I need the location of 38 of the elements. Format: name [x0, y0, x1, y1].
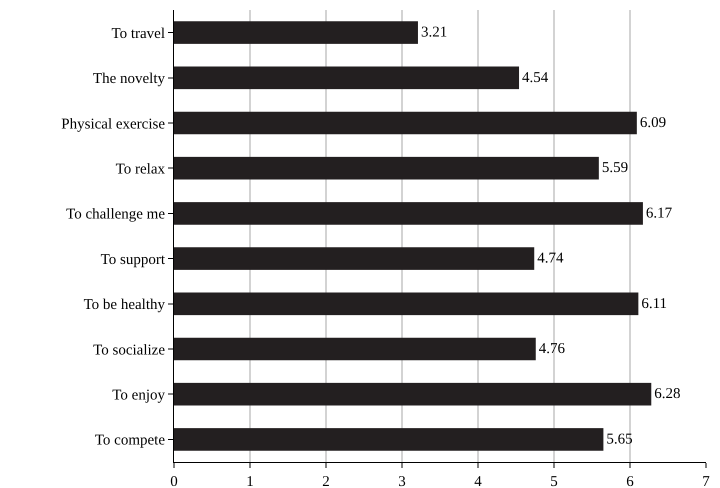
y-tick-label: To support	[100, 252, 166, 268]
data-label: 6.09	[640, 115, 666, 131]
y-tick-label: To socialize	[93, 342, 166, 358]
x-tick-label: 4	[474, 474, 482, 488]
bar	[174, 338, 536, 360]
y-tick-label: To compete	[94, 432, 166, 449]
y-tick-label: The novelty	[92, 71, 166, 88]
x-tick-label: 2	[322, 474, 330, 488]
data-label: 3.21	[420, 24, 448, 41]
y-tick-label: To travel	[111, 26, 165, 42]
x-tick-label: 3	[398, 474, 406, 488]
x-tick-label: 6	[626, 474, 634, 488]
data-label: 4.76	[538, 341, 566, 357]
y-tick-label: To be healthy	[84, 297, 166, 314]
bar	[174, 66, 520, 90]
bar	[174, 156, 599, 180]
x-tick-label: 5	[550, 474, 558, 488]
data-label: 4.54	[522, 70, 549, 86]
data-label: 6.17	[646, 205, 673, 222]
y-tick-label: To challenge me	[66, 206, 166, 223]
data-label: 4.74	[537, 250, 564, 267]
bar	[174, 112, 637, 134]
data-label: 5.65	[606, 431, 633, 448]
data-label: 6.28	[654, 386, 681, 402]
bar	[174, 21, 418, 44]
y-tick-label: To relax	[116, 161, 166, 178]
y-tick-label: To enjoy	[112, 387, 166, 404]
bar	[174, 292, 638, 316]
bar	[174, 382, 652, 406]
x-tick-label: 0	[170, 474, 178, 488]
data-label: 5.59	[602, 160, 628, 176]
y-tick-label: Physical exercise	[61, 116, 166, 132]
bar	[174, 202, 643, 225]
bar	[174, 247, 534, 270]
bar	[174, 428, 604, 451]
data-label: 6.11	[641, 296, 668, 312]
x-tick-label: 1	[246, 474, 254, 488]
x-tick-label: 7	[702, 474, 710, 488]
